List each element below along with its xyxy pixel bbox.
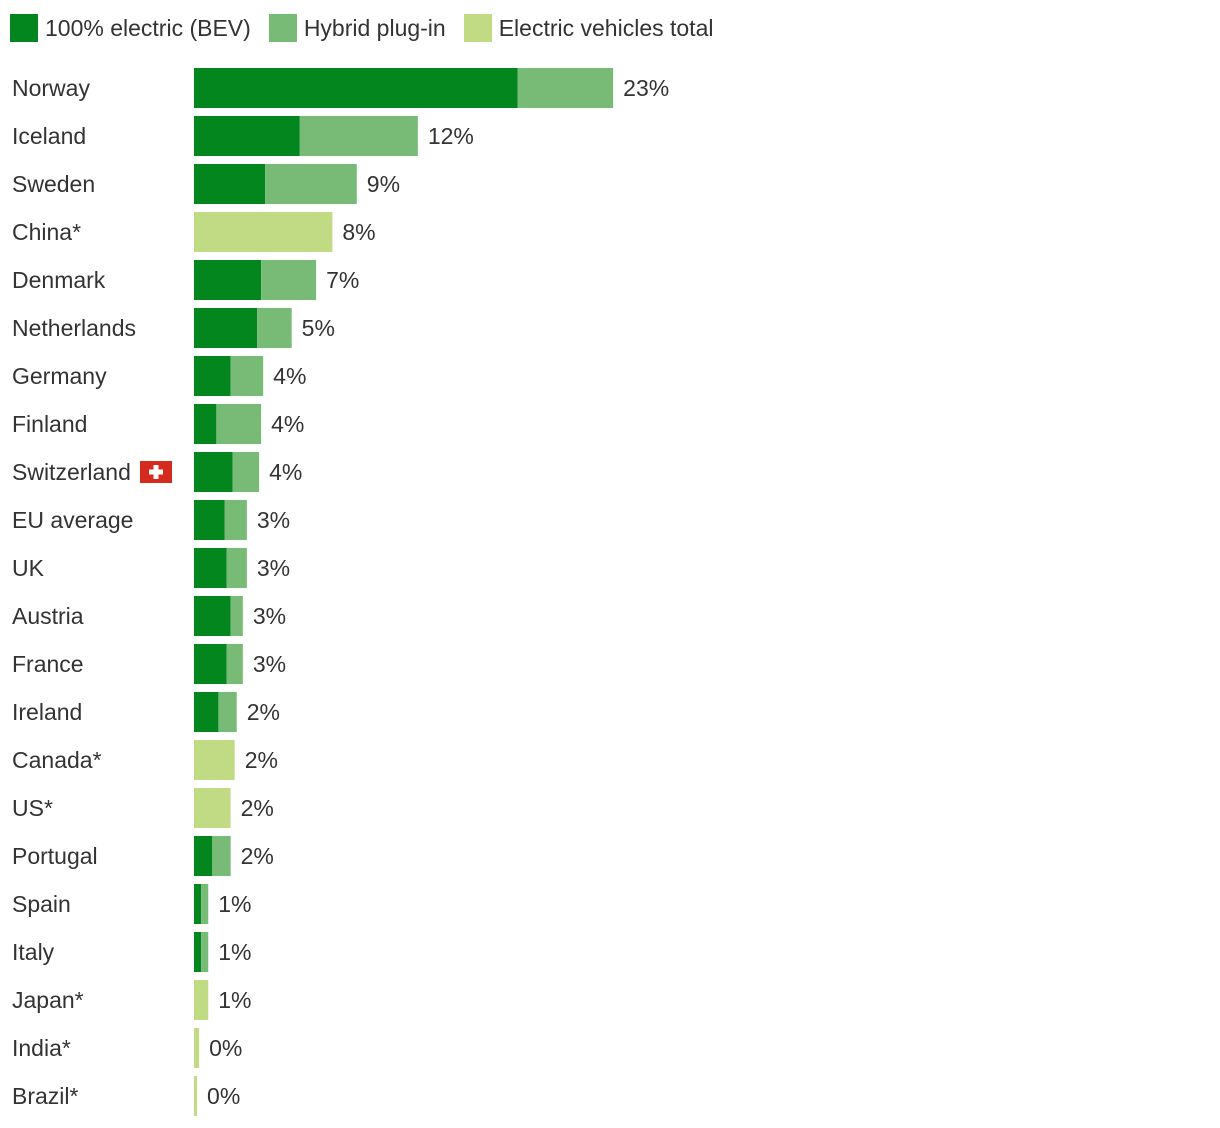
value-label-spain: 1% xyxy=(218,891,251,917)
bar-phev-france xyxy=(226,644,243,684)
legend-item-phev: Hybrid plug-in xyxy=(268,14,446,42)
bar-phev-switzerland xyxy=(232,452,260,492)
bar-phev-iceland xyxy=(299,116,418,156)
category-label-italy: Italy xyxy=(12,939,55,965)
category-label-us: US* xyxy=(12,795,53,821)
bar-bev-iceland xyxy=(194,116,300,156)
value-label-switzerland: 4% xyxy=(269,459,302,485)
value-label-germany: 4% xyxy=(273,363,306,389)
value-label-denmark: 7% xyxy=(326,267,359,293)
value-label-austria: 3% xyxy=(253,603,286,629)
category-label-iceland: Iceland xyxy=(12,123,86,149)
value-label-ireland: 2% xyxy=(247,699,280,725)
bar-phev-uk xyxy=(226,548,247,588)
value-label-uk: 3% xyxy=(257,555,290,581)
bar-bev-spain xyxy=(194,884,202,924)
bar-phev-netherlands xyxy=(257,308,292,348)
category-label-switzerland: Switzerland xyxy=(12,459,131,485)
bar-total-brazil xyxy=(194,1076,198,1116)
value-label-finland: 4% xyxy=(271,411,304,437)
category-label-india: India* xyxy=(12,1035,71,1061)
bar-phev-italy xyxy=(201,932,209,972)
bar-phev-germany xyxy=(230,356,264,396)
bar-phev-ireland xyxy=(218,692,237,732)
legend-swatch-phev xyxy=(268,14,297,42)
category-label-uk: UK xyxy=(12,555,45,581)
bar-total-china xyxy=(194,212,333,252)
legend-swatch-bev xyxy=(10,14,38,42)
bar-bev-finland xyxy=(194,404,217,444)
value-label-us: 2% xyxy=(241,795,274,821)
value-label-japan: 1% xyxy=(218,987,251,1013)
value-label-brazil: 0% xyxy=(207,1083,240,1109)
value-label-india: 0% xyxy=(209,1035,242,1061)
value-label-sweden: 9% xyxy=(367,171,400,197)
category-label-germany: Germany xyxy=(12,363,107,389)
bar-total-us xyxy=(194,788,231,828)
category-label-canada: Canada* xyxy=(12,747,102,773)
bar-phev-norway xyxy=(517,68,614,108)
bar-bev-austria xyxy=(194,596,231,636)
category-label-sweden: Sweden xyxy=(12,171,95,197)
bar-bev-denmark xyxy=(194,260,262,300)
bar-total-canada xyxy=(194,740,235,780)
value-label-netherlands: 5% xyxy=(302,315,335,341)
legend-label-phev: Hybrid plug-in xyxy=(303,14,446,41)
chart-legend: 100% electric (BEV) Hybrid plug-in Electri… xyxy=(10,12,731,44)
bar-bev-portugal xyxy=(194,836,213,876)
bar-phev-portugal xyxy=(212,836,231,876)
bar-bev-ireland xyxy=(194,692,219,732)
category-label-ireland: Ireland xyxy=(12,699,82,725)
bar-bev-germany xyxy=(194,356,231,396)
value-label-eu-average: 3% xyxy=(257,507,290,533)
bar-bev-uk xyxy=(194,548,227,588)
legend-item-bev: 100% electric (BEV) xyxy=(10,14,251,42)
swiss-flag-icon xyxy=(140,461,172,483)
bar-phev-finland xyxy=(216,404,262,444)
bar-phev-spain xyxy=(201,884,209,924)
bar-bev-france xyxy=(194,644,227,684)
category-label-brazil: Brazil* xyxy=(12,1083,79,1109)
bar-phev-sweden xyxy=(265,164,357,204)
category-label-netherlands: Netherlands xyxy=(12,315,136,341)
category-label-china: China* xyxy=(12,219,81,245)
bar-total-japan xyxy=(194,980,209,1020)
category-label-finland: Finland xyxy=(12,411,87,437)
category-label-japan: Japan* xyxy=(12,987,84,1013)
value-label-china: 8% xyxy=(342,219,375,245)
legend-label-total: Electric vehicles total xyxy=(498,14,714,41)
bar-bev-eu-average xyxy=(194,500,225,540)
value-label-canada: 2% xyxy=(245,747,278,773)
bar-bev-switzerland xyxy=(194,452,233,492)
value-label-iceland: 12% xyxy=(428,123,474,149)
bar-total-india xyxy=(194,1028,200,1068)
value-label-france: 3% xyxy=(253,651,286,677)
value-label-portugal: 2% xyxy=(241,843,274,869)
category-label-denmark: Denmark xyxy=(12,267,106,293)
category-label-eu-average: EU average xyxy=(12,507,133,533)
bar-bev-italy xyxy=(194,932,202,972)
category-label-austria: Austria xyxy=(12,603,84,629)
legend-item-total: Electric vehicles total xyxy=(463,14,714,42)
bar-phev-eu-average xyxy=(224,500,247,540)
bar-bev-netherlands xyxy=(194,308,258,348)
category-label-france: France xyxy=(12,651,84,677)
bar-phev-austria xyxy=(230,596,243,636)
legend-swatch-total xyxy=(463,14,492,42)
bar-bev-sweden xyxy=(194,164,266,204)
legend-label-bev: 100% electric (BEV) xyxy=(45,14,251,41)
bar-phev-denmark xyxy=(261,260,317,300)
category-label-spain: Spain xyxy=(12,891,71,917)
value-label-italy: 1% xyxy=(218,939,251,965)
value-label-norway: 23% xyxy=(623,75,669,101)
bar-bev-norway xyxy=(194,68,518,108)
category-label-portugal: Portugal xyxy=(12,843,98,869)
category-label-norway: Norway xyxy=(12,75,90,101)
